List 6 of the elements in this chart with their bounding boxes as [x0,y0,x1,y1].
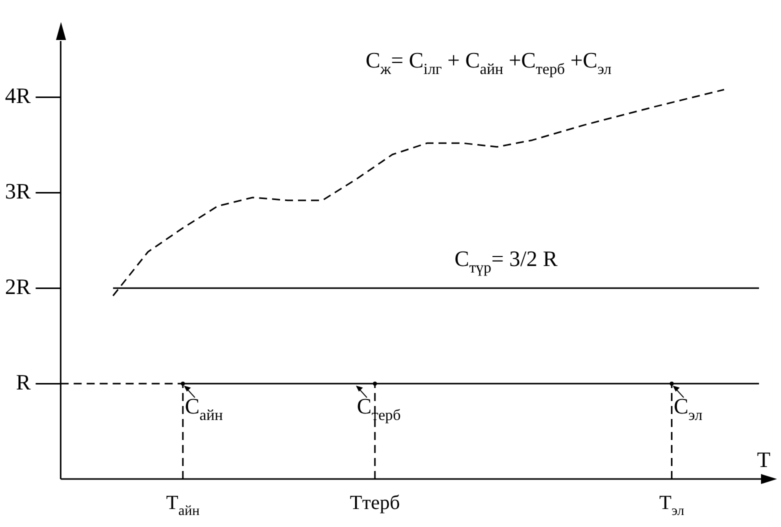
y-tick-label: 4R [4,83,31,108]
y-tick-label: R [16,369,31,394]
y-tick-label: 2R [4,274,31,299]
x-tick-label: Tтерб [350,492,400,514]
x-axis-title: T [757,447,771,472]
y-tick-label: 3R [4,178,31,204]
